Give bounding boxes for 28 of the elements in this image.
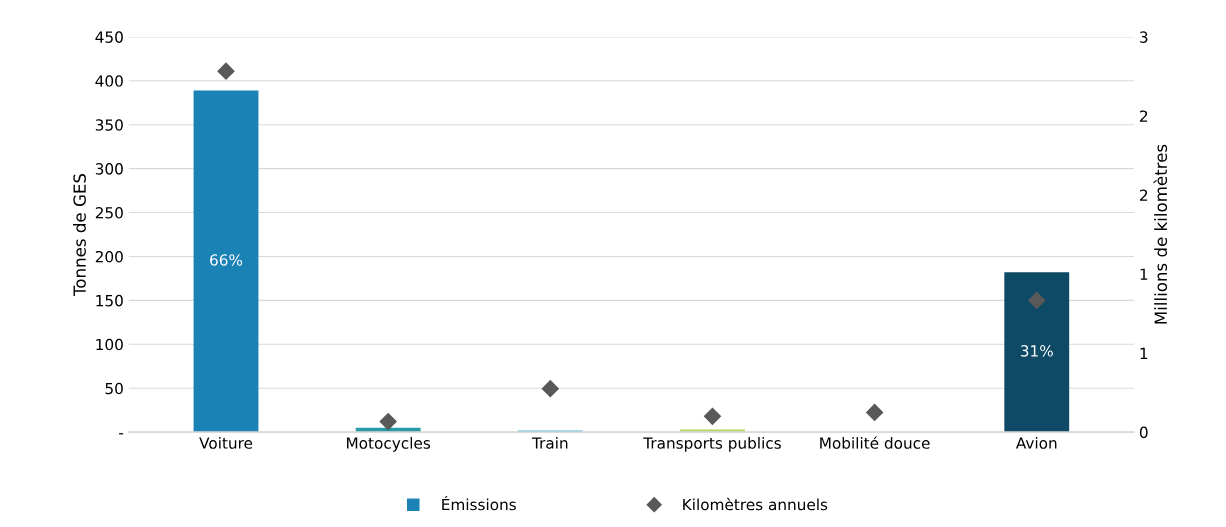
y-axis-title: Tonnes de GES: [73, 173, 86, 297]
x-tick-label: Train: [531, 437, 568, 449]
x-tick-label: Avion: [1015, 437, 1057, 449]
x-tick-label: Mobilité douce: [820, 436, 930, 449]
y2-tick-label: 0: [1139, 426, 1148, 439]
y-tick-label: -: [119, 433, 124, 435]
y-tick-label: 200: [95, 250, 123, 263]
y2-tick-label: 3: [1140, 31, 1148, 43]
legend-label: Kilomètres annuels: [683, 497, 828, 511]
y-tick-label: 250: [95, 207, 123, 219]
x-tick-label: Voiture: [199, 437, 253, 449]
y-tick-label: 300: [95, 163, 123, 175]
y2-tick-label: 1: [1140, 347, 1148, 359]
y-tick-label: 50: [105, 382, 123, 395]
x-tick-label: Transports publics: [643, 437, 781, 452]
y-tick-label: 350: [95, 119, 123, 131]
y-tick-label: 450: [95, 31, 123, 43]
y2-tick-label: 2: [1140, 189, 1148, 201]
y2-tick-label: 1: [1140, 268, 1148, 280]
x-tick-label: Motocycles: [347, 437, 431, 452]
y-tick-label: 150: [96, 294, 123, 307]
annotation: 31%: [1020, 345, 1053, 357]
y-tick-label: 100: [96, 338, 123, 351]
y2-axis-title: Millions de kilomètres: [1153, 144, 1168, 324]
y2-tick-label: 2: [1140, 110, 1148, 122]
y-tick-label: 400: [95, 75, 123, 87]
annotation: 66%: [210, 254, 243, 266]
legend-label: Émissions: [442, 495, 516, 511]
